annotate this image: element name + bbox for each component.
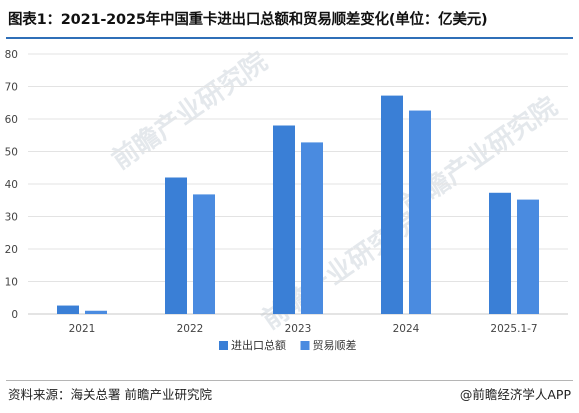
legend-label-1: 贸易顺差 — [313, 338, 357, 352]
legend-label-0: 进出口总额 — [231, 338, 286, 352]
bar-total-2021 — [57, 305, 79, 314]
y-tick-label: 0 — [11, 309, 18, 321]
legend-swatch-0 — [219, 341, 228, 350]
source-note: 资料来源：海关总署 前瞻产业研究院 — [8, 387, 212, 402]
bar-surplus-2022 — [193, 194, 215, 314]
x-tick-label: 2021 — [69, 323, 96, 335]
y-tick-label: 10 — [5, 277, 18, 289]
bar-total-2025.1-7 — [489, 192, 511, 314]
footer-divider — [6, 380, 573, 381]
legend-swatch-1 — [300, 341, 310, 350]
x-tick-label: 2024 — [393, 323, 420, 335]
bars — [57, 95, 539, 314]
chart-title: 图表1：2021-2025年中国重卡进出口总额和贸易顺差变化(单位：亿美元) — [8, 12, 488, 28]
x-tick-label: 2022 — [177, 323, 204, 335]
y-tick-label: 80 — [5, 49, 18, 61]
y-tick-label: 60 — [5, 114, 18, 126]
x-tick-label: 2023 — [285, 323, 312, 335]
y-tick-label: 30 — [5, 212, 18, 224]
x-tick-label: 2025.1-7 — [490, 323, 537, 335]
y-tick-label: 70 — [5, 82, 18, 94]
bar-total-2024 — [381, 95, 403, 314]
brand-credit: @前瞻经济学人APP — [459, 387, 571, 402]
bar-surplus-2025.1-7 — [517, 199, 539, 314]
y-tick-label: 40 — [5, 179, 18, 191]
bar-surplus-2024 — [409, 110, 431, 314]
gridlines — [28, 53, 568, 315]
y-tick-label: 20 — [5, 244, 18, 256]
x-axis-ticks: 2021 2022 2023 2024 2025.1-7 — [69, 323, 538, 335]
y-axis-ticks: 0 10 20 30 40 50 60 70 80 — [5, 49, 18, 321]
bar-surplus-2023 — [301, 142, 323, 314]
bar-surplus-2021 — [85, 310, 107, 314]
bar-total-2022 — [165, 177, 187, 314]
watermark-1: 前瞻产业研究院 — [106, 46, 273, 176]
legend: 进出口总额 贸易顺差 — [219, 338, 357, 352]
bar-chart: 前瞻产业研究院 前瞻产业研究院 前瞻产业研究院 0102030405060708… — [5, 46, 568, 352]
y-tick-label: 50 — [5, 147, 18, 159]
bar-total-2023 — [273, 125, 295, 314]
title-divider — [6, 37, 573, 39]
